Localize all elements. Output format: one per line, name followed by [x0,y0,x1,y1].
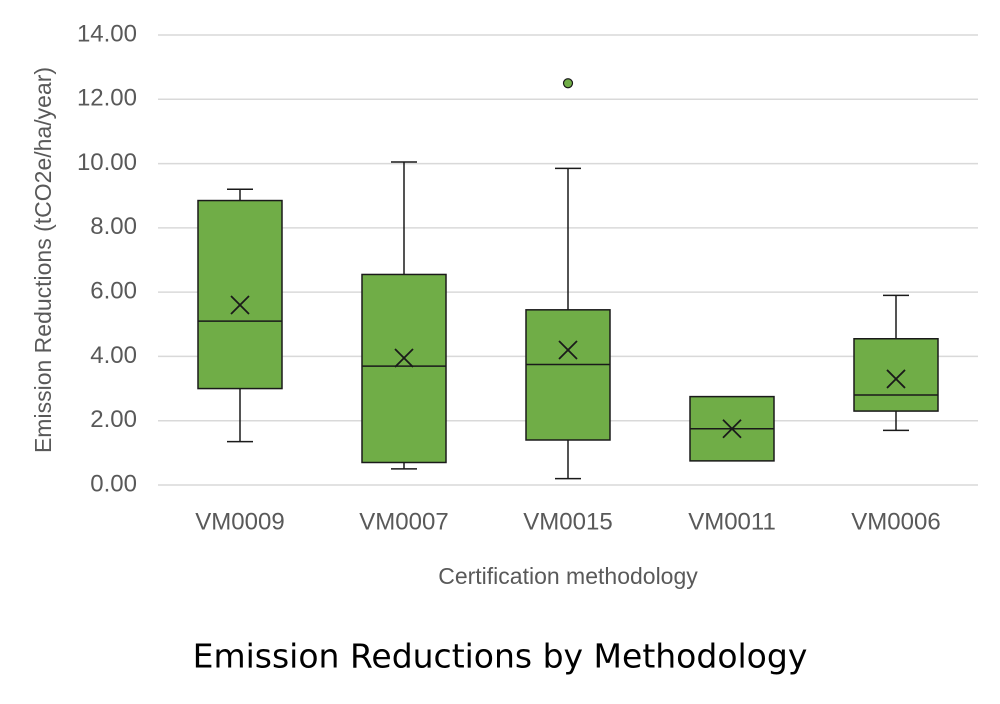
y-tick-label: 12.00 [77,85,137,112]
box-series [197,78,939,480]
box-group-vm0009 [197,188,283,443]
box-group-vm0011 [689,395,775,462]
x-tick-label-vm0007: VM0007 [359,508,448,535]
y-axis-title: Emission Reductions (tCO2e/ha/year) [30,67,56,453]
mean-marker [230,295,250,315]
mean-marker [722,419,742,439]
x-tick-label-vm0006: VM0006 [851,508,940,535]
outlier-point [562,78,574,89]
iqr-box [853,338,939,412]
x-tick-label-vm0011: VM0011 [688,508,776,535]
mean-marker [558,340,578,360]
iqr-box [525,309,611,441]
mean-marker [886,369,906,389]
mean-marker [394,348,414,368]
iqr-box [197,199,283,390]
y-tick-label: 14.00 [77,20,137,47]
y-tick-label: 4.00 [90,342,137,369]
y-tick-label: 8.00 [90,213,137,240]
chart-title: Emission Reductions by Methodology [193,637,808,676]
box-group-vm0015 [525,78,611,480]
x-axis-title: Certification methodology [438,563,698,589]
box-group-vm0007 [361,161,447,470]
y-tick-label: 6.00 [90,277,137,304]
x-tick-label-vm0015: VM0015 [523,508,612,535]
iqr-box [361,273,447,464]
y-tick-label: 10.00 [77,149,137,176]
x-tick-label-vm0009: VM0009 [195,508,284,535]
y-axis-tick-labels: 0.00 2.00 4.00 6.00 8.00 10.00 12.00 14.00 [77,20,137,497]
box-group-vm0006 [853,294,939,432]
y-tick-label: 2.00 [90,406,137,433]
x-axis-tick-labels: VM0009 VM0007 VM0015 VM0011 VM0006 [195,508,940,535]
y-tick-label: 0.00 [90,470,137,497]
